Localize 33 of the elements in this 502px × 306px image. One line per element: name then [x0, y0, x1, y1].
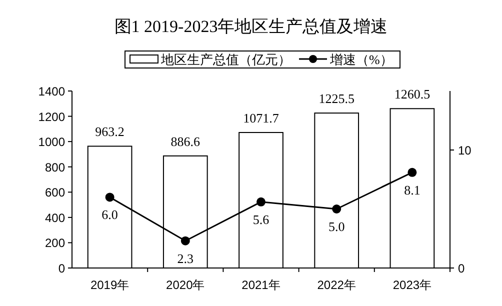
point — [332, 204, 342, 214]
y-tick-label: 800 — [44, 160, 66, 174]
data-label: 963.2 — [95, 124, 124, 140]
x-tick-label: 2020年 — [166, 278, 205, 292]
point — [180, 236, 190, 246]
x-tick-label: 2023年 — [392, 278, 432, 292]
data-label: 2.3 — [177, 250, 194, 266]
data-label: 1260.5 — [394, 86, 430, 102]
data-label: 1225.5 — [318, 91, 354, 106]
x-tick-label: 2021年 — [242, 278, 280, 292]
point — [105, 192, 114, 202]
x-tick-label: 2019年 — [90, 278, 130, 292]
y-tick-label: 1400 — [38, 84, 66, 98]
y-tick-label: 1000 — [38, 135, 66, 150]
chart-title: 图1 2019-2023年地区生产总值及增速 — [114, 17, 388, 36]
y-tick-label: 600 — [44, 186, 66, 200]
data-label: 6.0 — [102, 207, 118, 222]
legend-label: 地区生产总值（亿元） — [160, 52, 291, 67]
x-tick-label: 2022年 — [317, 278, 356, 292]
y-tick-label: 200 — [44, 236, 66, 250]
data-label: 5.0 — [328, 219, 345, 234]
y2-tick-label: 10 — [458, 144, 472, 158]
y-tick-label: 0 — [58, 262, 66, 276]
data-label: 1071.7 — [243, 110, 280, 126]
data-label: 8.1 — [404, 182, 420, 198]
point — [256, 197, 266, 206]
y-tick-label: 1200 — [38, 110, 66, 124]
data-label: 5.6 — [252, 212, 270, 227]
data-label: 886.6 — [170, 134, 201, 149]
point — [408, 168, 417, 177]
legend-label: 增速（%） — [329, 52, 393, 67]
y2-tick-label: 0 — [458, 262, 465, 276]
y-tick-label: 400 — [44, 210, 66, 225]
